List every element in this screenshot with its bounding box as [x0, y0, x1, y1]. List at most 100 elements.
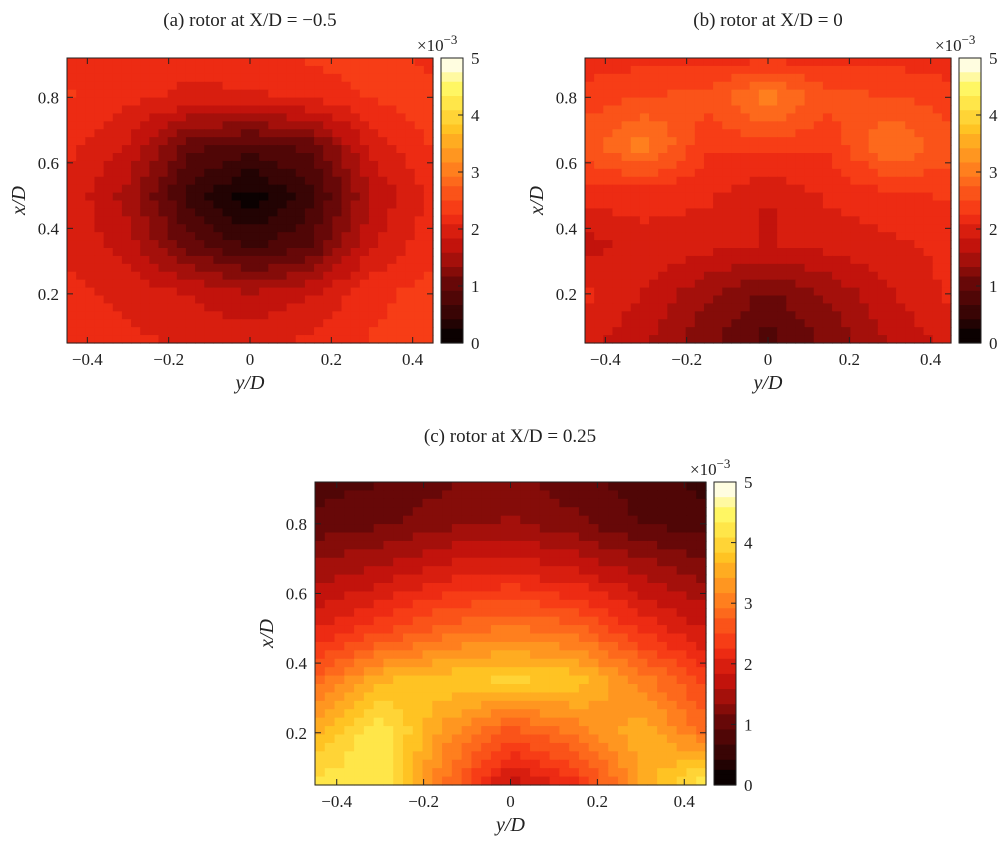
heatmap-cell	[731, 153, 742, 162]
heatmap-cell	[402, 776, 414, 786]
heatmap-cell	[850, 224, 861, 233]
heatmap-cell	[694, 232, 705, 241]
heatmap-cell	[896, 311, 906, 320]
heatmap-cell	[402, 482, 414, 492]
colorbar-segment	[441, 62, 463, 69]
heatmap-cell	[158, 224, 169, 233]
heatmap-cell	[103, 105, 114, 115]
heatmap-cell	[594, 192, 604, 202]
heatmap-cell	[334, 709, 345, 719]
heatmap-cell	[396, 97, 407, 107]
heatmap-cell	[185, 255, 196, 265]
heatmap-cell	[649, 327, 659, 336]
heatmap-cell	[608, 776, 619, 786]
heatmap-cell	[520, 515, 531, 525]
heatmap-cell	[461, 540, 473, 550]
heatmap-cell	[412, 717, 424, 727]
heatmap-cell	[176, 279, 187, 289]
heatmap-cell	[442, 498, 453, 508]
heatmap-cell	[368, 248, 379, 257]
heatmap-cell	[539, 608, 551, 618]
heatmap-cell	[222, 232, 233, 241]
heatmap-cell	[240, 97, 251, 107]
heatmap-cell	[158, 137, 169, 146]
y-tick-label: 0.4	[556, 219, 578, 238]
heatmap-cell	[140, 240, 150, 249]
heatmap-cell	[703, 129, 714, 138]
heatmap-cell	[905, 105, 915, 115]
heatmap-cell	[334, 549, 345, 559]
heatmap-cell	[886, 335, 897, 344]
heatmap-cell	[905, 263, 915, 273]
heatmap-cell	[630, 129, 641, 138]
heatmap-cell	[598, 498, 609, 508]
heatmap-cell	[414, 240, 425, 249]
heatmap-cell	[432, 700, 443, 710]
heatmap-cell	[332, 271, 343, 281]
heatmap-cell	[240, 263, 251, 273]
heatmap-cell	[167, 303, 178, 312]
heatmap-cell	[423, 58, 434, 67]
heatmap-cell	[344, 574, 355, 584]
heatmap-cell	[240, 287, 251, 297]
colorbar-segment	[959, 105, 981, 111]
colorbar-segment	[714, 537, 736, 544]
heatmap-cell	[85, 160, 96, 170]
heatmap-cell	[259, 335, 269, 344]
heatmap-cell	[530, 540, 541, 550]
heatmap-cell	[442, 574, 453, 584]
heatmap-cell	[594, 129, 604, 138]
heatmap-cell	[383, 709, 394, 719]
colorbar-segment	[441, 328, 463, 335]
heatmap-cell	[405, 73, 416, 83]
heatmap-cell	[213, 168, 224, 178]
heatmap-cell	[694, 160, 705, 170]
heatmap-cell	[578, 591, 590, 601]
heatmap-cell	[932, 113, 943, 122]
heatmap-cell	[94, 192, 105, 202]
heatmap-cell	[423, 137, 434, 146]
heatmap-cell	[461, 768, 473, 778]
heatmap-cell	[658, 89, 668, 99]
heatmap-cell	[549, 734, 560, 744]
heatmap-cell	[666, 532, 678, 542]
heatmap-cell	[667, 160, 678, 170]
heatmap-cell	[639, 176, 650, 186]
heatmap-cell	[777, 232, 787, 241]
heatmap-cell	[295, 232, 306, 241]
heatmap-cell	[841, 153, 851, 162]
heatmap-cell	[594, 311, 604, 320]
heatmap-cell	[461, 759, 473, 769]
heatmap-cell	[131, 335, 141, 344]
heatmap-cell	[471, 776, 482, 786]
heatmap-cell	[423, 121, 434, 130]
heatmap-cell	[396, 287, 407, 297]
heatmap-cell	[314, 73, 324, 83]
heatmap-cell	[713, 232, 723, 241]
heatmap-cell	[277, 216, 288, 225]
panel-c: −0.4 −0.2 0 0.2 0.40.20.40.60.8(c) rotor at …	[256, 426, 753, 836]
heatmap-cell	[639, 160, 650, 170]
heatmap-cell	[195, 81, 205, 91]
heatmap-cell	[520, 625, 531, 635]
heatmap-cell	[696, 574, 707, 584]
heatmap-cell	[666, 574, 678, 584]
heatmap-cell	[213, 145, 224, 154]
heatmap-cell	[676, 248, 687, 257]
heatmap-cell	[76, 58, 86, 67]
heatmap-cell	[594, 335, 604, 344]
heatmap-cell	[813, 224, 824, 233]
heatmap-cell	[387, 327, 397, 336]
heatmap-cell	[490, 591, 502, 601]
heatmap-cell	[131, 255, 141, 265]
heatmap-cell	[777, 311, 787, 320]
heatmap-cell	[822, 311, 833, 320]
heatmap-cell	[877, 255, 888, 265]
heatmap-cell	[786, 81, 797, 91]
heatmap-cell	[612, 327, 623, 336]
heatmap-cell	[637, 524, 648, 534]
heatmap-cell	[383, 507, 394, 517]
heatmap-cell	[76, 192, 86, 202]
colorbar-segment	[959, 229, 981, 235]
heatmap-cell	[905, 240, 915, 249]
